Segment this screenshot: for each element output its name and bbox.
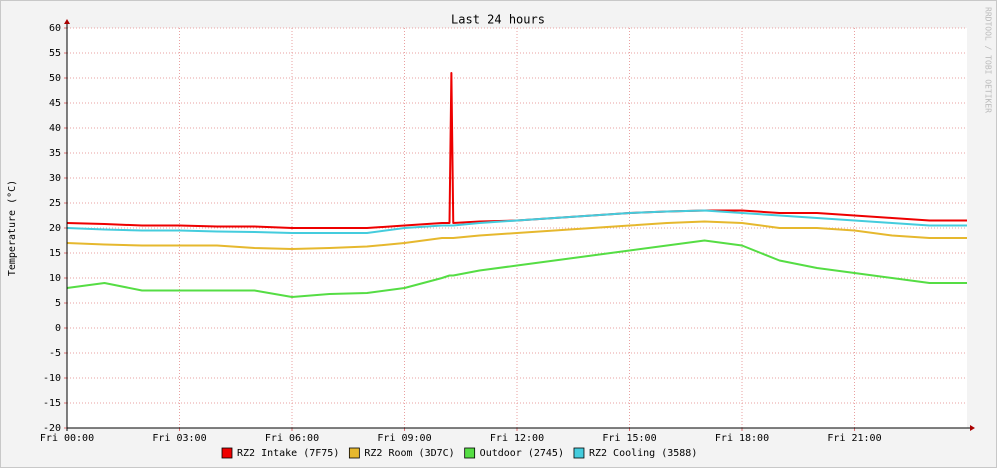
x-tick-label: Fri 15:00	[602, 433, 656, 444]
legend-label: RZ2 Intake (7F75)	[237, 448, 339, 459]
y-tick-label: 10	[49, 273, 61, 284]
y-tick-label: 30	[49, 173, 61, 184]
legend-label: RZ2 Cooling (3588)	[589, 448, 697, 459]
grid: -20 -15 -10 -5 0 5 10 15 20 25 30 35 40 45 50 55 60 Fri 0…	[40, 23, 967, 444]
y-tick-label: 5	[55, 298, 61, 309]
legend-label: RZ2 Room (3D7C)	[364, 448, 454, 459]
lines	[66, 72, 967, 298]
legend-swatch	[464, 447, 476, 459]
chart-title: Last 24 hours	[451, 13, 545, 27]
x-tick-label: Fri 12:00	[490, 433, 544, 444]
x-tick-label: Fri 21:00	[827, 433, 881, 444]
x-tick-label: Fri 00:00	[40, 433, 94, 444]
y-tick-label: 35	[49, 148, 61, 159]
x-tick-label: Fri 09:00	[377, 433, 431, 444]
legend: RZ2 Intake (7F75) RZ2 Room (3D7C) Outdoor …	[221, 447, 697, 459]
y-tick-label: 50	[49, 73, 61, 84]
series-line	[66, 239, 967, 298]
y-axis-arrow	[64, 19, 70, 24]
y-axis-label: Temperature (°C)	[7, 180, 18, 276]
y-tick-label: 40	[49, 123, 61, 134]
legend-swatch	[221, 447, 233, 459]
y-tick-label: 15	[49, 248, 61, 259]
series-line	[66, 72, 967, 229]
series-line	[66, 209, 967, 234]
legend-swatch	[348, 447, 360, 459]
legend-label: Outdoor (2745)	[480, 448, 564, 459]
x-tick-label: Fri 06:00	[265, 433, 319, 444]
y-tick-label: 60	[49, 23, 61, 34]
y-tick-label: 25	[49, 198, 61, 209]
y-tick-label: -20	[43, 423, 61, 434]
y-tick-label: -10	[43, 373, 61, 384]
y-tick-label: 55	[49, 48, 61, 59]
series-line	[66, 220, 967, 250]
x-axis-arrow	[970, 425, 975, 431]
y-tick-label: -5	[49, 348, 61, 359]
x-tick-label: Fri 03:00	[152, 433, 206, 444]
y-tick-label: 20	[49, 223, 61, 234]
x-tick-label: Fri 18:00	[715, 433, 769, 444]
watermark: RRDTOOL / TOBI OETIKER	[984, 7, 993, 113]
y-tick-label: -15	[43, 398, 61, 409]
y-tick-label: 45	[49, 98, 61, 109]
legend-swatch	[573, 447, 585, 459]
y-tick-label: 0	[55, 323, 61, 334]
